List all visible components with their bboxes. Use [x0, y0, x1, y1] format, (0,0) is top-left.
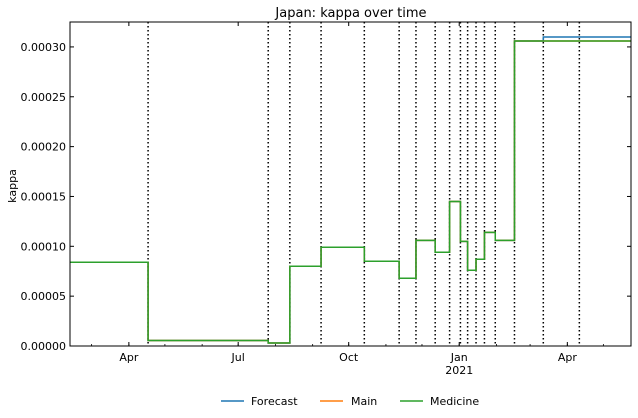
series-lines [70, 36, 631, 344]
y-tick-label: 0.00020 [21, 141, 67, 154]
legend-label-main: Main [351, 395, 377, 408]
x-tick-label: Jan [450, 351, 468, 364]
y-tick-label: 0.00010 [21, 240, 67, 253]
x-tick-label: Jul [231, 351, 245, 364]
series-line-medicine [70, 40, 631, 344]
x-tick-label: Oct [339, 351, 359, 364]
y-tick-label: 0.00005 [21, 290, 67, 303]
chart-title: Japan: kappa over time [274, 6, 426, 21]
series-line-forecast [70, 36, 631, 344]
y-axis-label: kappa [6, 169, 19, 203]
legend-label-medicine: Medicine [430, 395, 479, 408]
legend: Forecast Main Medicine [221, 395, 479, 408]
y-tick-label: 0.00000 [21, 340, 67, 353]
x-tick-label: Apr [558, 351, 578, 364]
series-line-main [70, 40, 631, 344]
y-axis-ticks: 0.00000 0.00005 0.00010 0.00015 0.00020 0.000… [21, 41, 631, 353]
plot-frame [69, 21, 632, 347]
y-tick-label: 0.00025 [21, 91, 67, 104]
legend-label-forecast: Forecast [251, 395, 298, 408]
y-tick-label: 0.00030 [21, 41, 67, 54]
x-tick-label: Apr [119, 351, 139, 364]
x-tick-sublabel: 2021 [445, 364, 473, 377]
y-tick-label: 0.00015 [21, 190, 67, 203]
